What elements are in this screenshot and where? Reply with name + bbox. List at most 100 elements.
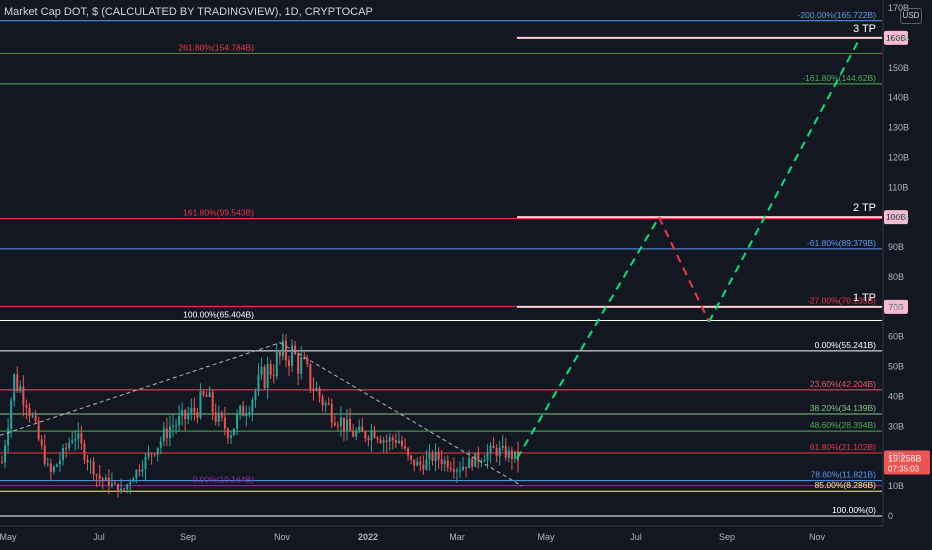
candle-body <box>80 433 83 444</box>
candle-body <box>413 459 416 466</box>
candle-body <box>101 478 104 480</box>
candle-body <box>358 426 361 432</box>
candle-body <box>291 345 294 366</box>
price-tick-label: 70B <box>888 302 904 312</box>
target-badge-label: 160B <box>886 33 906 43</box>
candle-body <box>202 391 205 396</box>
fib-level-label: 48.60%(28.394B) <box>810 420 876 430</box>
candle-body <box>77 433 80 439</box>
candle-body <box>346 419 349 432</box>
time-tick-label: May <box>537 532 555 542</box>
candle-body <box>437 451 440 460</box>
candle-body <box>229 435 232 439</box>
candle-body <box>465 466 468 469</box>
candle-body <box>43 445 46 464</box>
candle-body <box>208 392 211 397</box>
candle-body <box>37 420 40 440</box>
candle-body <box>410 455 413 460</box>
candle-body <box>7 428 10 446</box>
candle-body <box>144 456 147 470</box>
candle-body <box>297 354 300 374</box>
time-tick-label: Nov <box>809 532 826 542</box>
candle-body <box>312 388 315 391</box>
candle-body <box>162 428 165 442</box>
candle-body <box>507 450 510 458</box>
candle-body <box>260 367 263 375</box>
candle-body <box>385 440 388 442</box>
price-tick-label: 160B <box>888 33 909 43</box>
projection-down <box>658 216 710 323</box>
candle-body <box>355 431 358 437</box>
candle-body <box>391 437 394 441</box>
price-tick-label: 50B <box>888 362 904 372</box>
candle-body <box>306 358 309 364</box>
candle-body <box>217 412 220 422</box>
price-axis: 170B 160B 150B 140B 130B 120B 110B 100B 90B 80B 70… <box>882 0 909 526</box>
candle-body <box>95 474 98 476</box>
candle-body <box>382 440 385 443</box>
candle-body <box>492 445 495 449</box>
candle-body <box>434 451 437 461</box>
candle-body <box>428 453 431 460</box>
fib-level-label: 0.00%(10.164B) <box>193 475 255 485</box>
candle-body <box>504 445 507 458</box>
candle-body <box>62 447 65 461</box>
time-tick-label: May <box>0 532 17 542</box>
target-badge <box>884 210 908 225</box>
projection-up-1 <box>516 216 660 459</box>
candle-body <box>165 428 168 439</box>
fib-level-label: 85.00%(8.286B) <box>815 480 877 490</box>
candle-body <box>288 360 291 366</box>
candle-body <box>446 460 449 468</box>
candle-body <box>13 374 16 401</box>
candle-body <box>498 448 501 457</box>
candle-body <box>455 470 458 472</box>
candle-body <box>239 405 242 415</box>
price-tick-label: 130B <box>888 123 909 133</box>
candle-body <box>113 483 116 485</box>
candle-body <box>187 414 190 420</box>
candle-body <box>126 484 129 489</box>
candle-body <box>361 426 364 432</box>
candle-body <box>178 415 181 426</box>
candle-body <box>471 458 474 467</box>
price-tick-label: 40B <box>888 391 904 401</box>
candle-body <box>159 441 162 448</box>
time-tick-label: Sep <box>719 532 735 542</box>
candle-body <box>74 438 77 441</box>
candle-body <box>257 374 260 392</box>
candle-body <box>31 415 34 417</box>
candle-body <box>205 395 208 397</box>
candle-body <box>510 450 513 460</box>
candle-body <box>71 440 74 443</box>
target-label: 1 TP <box>853 292 876 304</box>
candle-body <box>86 459 89 463</box>
candle-body <box>462 466 465 470</box>
candle-body <box>294 345 297 355</box>
currency-button[interactable]: USD <box>900 8 922 24</box>
candle-body <box>150 453 153 455</box>
candle-body <box>397 440 400 443</box>
candle-body <box>92 461 95 475</box>
candle-body <box>278 351 281 357</box>
candle-body <box>495 448 498 457</box>
fib-level-label: -27.00%(70.135B) <box>807 295 876 305</box>
candle-body <box>214 412 217 422</box>
candle-body <box>376 437 379 440</box>
candle-body <box>388 437 391 442</box>
candle-body <box>284 340 287 361</box>
candle-body <box>49 463 52 472</box>
candle-body <box>226 428 229 439</box>
fib-level-label: -200.00%(165.722B) <box>798 10 877 20</box>
candle-body <box>486 452 489 461</box>
candle-body <box>281 340 284 357</box>
candle-body <box>452 469 455 472</box>
candle-body <box>193 407 196 413</box>
candle-body <box>141 469 144 472</box>
candle-body <box>309 363 312 389</box>
candle-body <box>336 425 339 427</box>
candle-body <box>117 483 120 493</box>
candle-body <box>449 467 452 470</box>
target-badge-label: 100B <box>886 212 906 222</box>
